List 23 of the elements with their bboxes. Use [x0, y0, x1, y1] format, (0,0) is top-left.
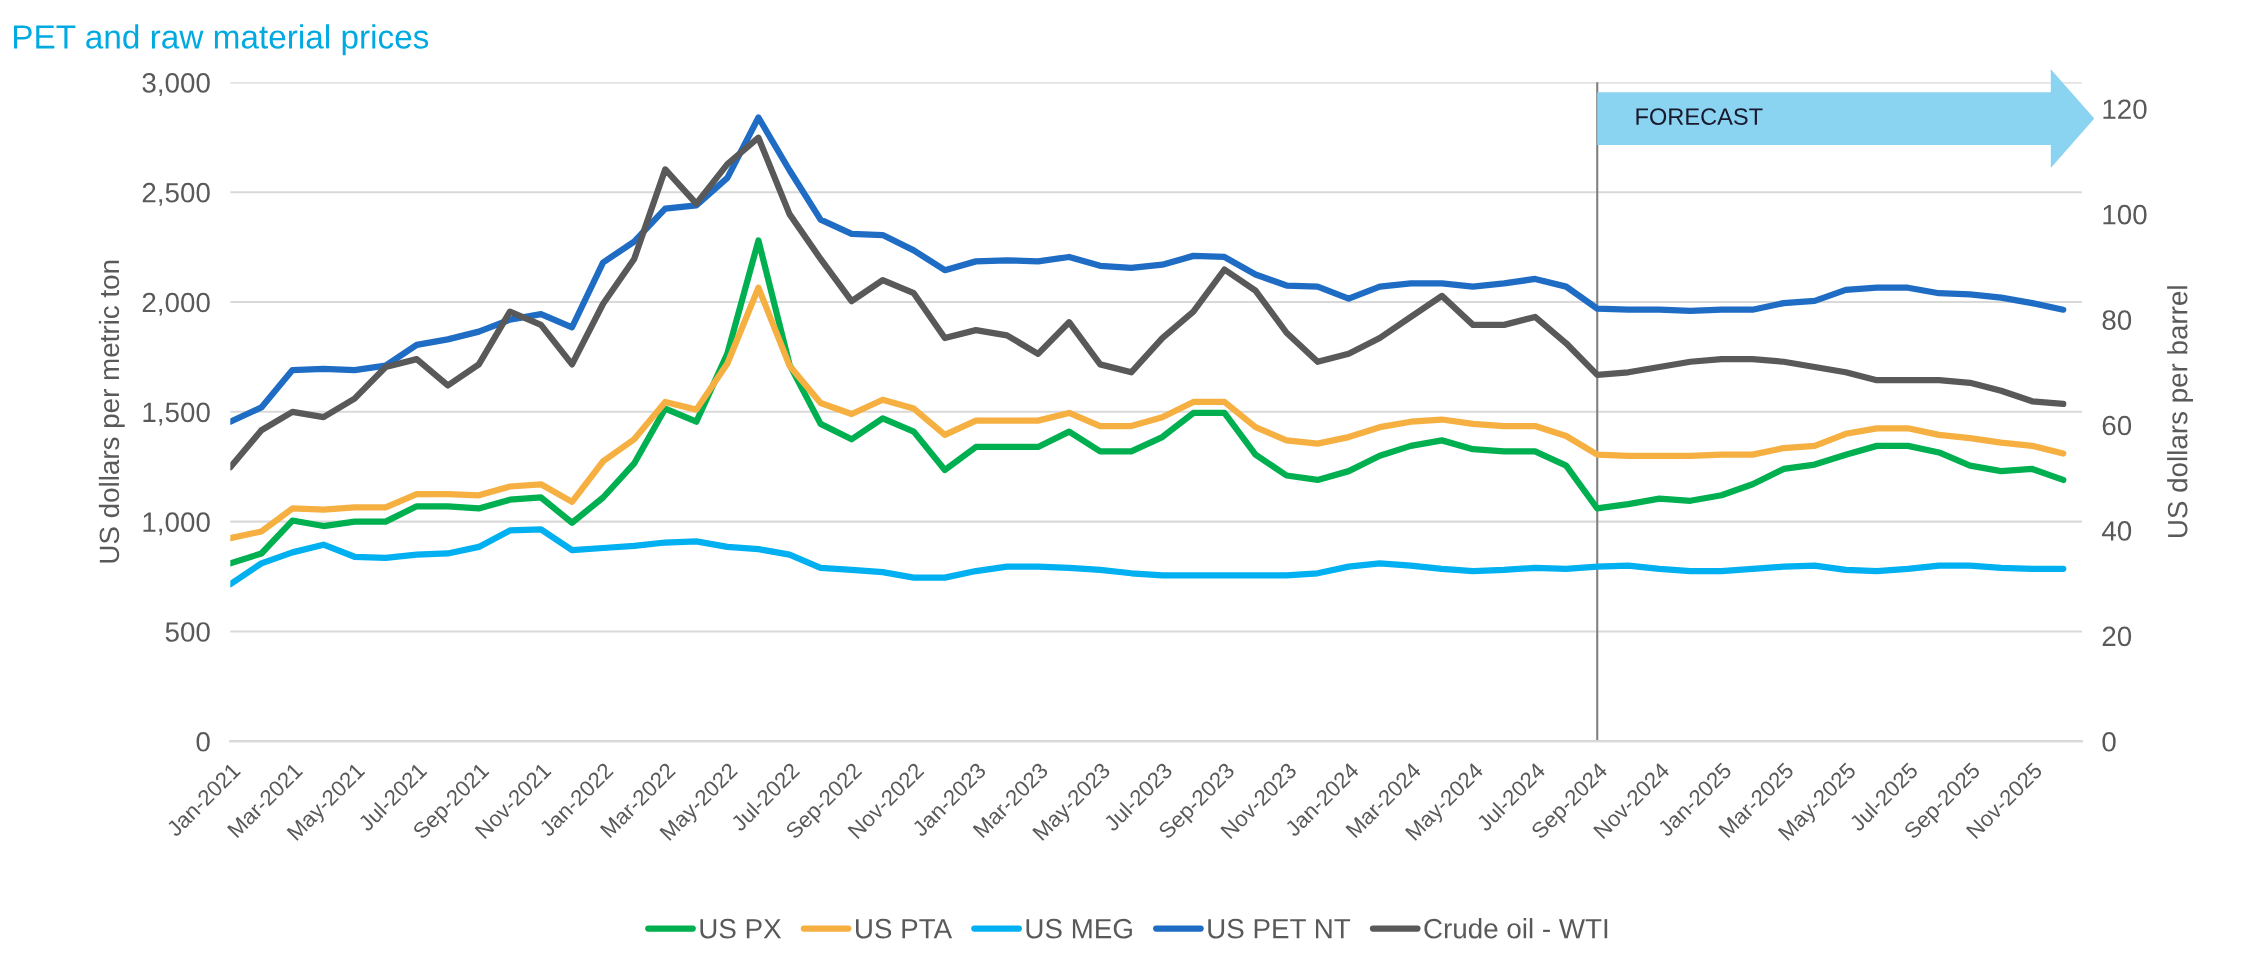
y-tick-label: 0 [196, 731, 210, 752]
chart-title: PET and raw material prices [14, 24, 429, 56]
y-tick-label: 500 [165, 622, 210, 642]
y-tick-label: 2,000 [142, 292, 210, 316]
y2-tick-label: 80 [2102, 310, 2132, 330]
y2-tick-label: 100 [2103, 204, 2147, 225]
y2-tick-label: 120 [2103, 99, 2147, 120]
legend-label: US PTA [856, 918, 953, 939]
y2-axis-title: US dollars per barrel [2167, 286, 2193, 538]
y-tick-label: 3,000 [142, 73, 210, 96]
y-tick-label: 2,500 [142, 182, 210, 206]
legend-label: US PX [700, 918, 782, 939]
legend-label: US PET NT [1208, 918, 1351, 939]
ref-line-label: FORECAST [1636, 108, 1763, 125]
y2-tick-label: 40 [2101, 521, 2132, 541]
y-tick-label: 1,500 [143, 402, 210, 426]
y2-tick-label: 0 [2102, 731, 2116, 752]
y2-tick-label: 60 [2102, 415, 2132, 436]
legend-label: US MEG [1026, 918, 1132, 939]
y2-tick-label: 20 [2102, 626, 2132, 647]
y-tick-label: 1,000 [143, 512, 210, 536]
legend-label: Crude oil - WTI [1424, 918, 1608, 939]
y-axis-title: US dollars per metric ton [98, 260, 125, 563]
